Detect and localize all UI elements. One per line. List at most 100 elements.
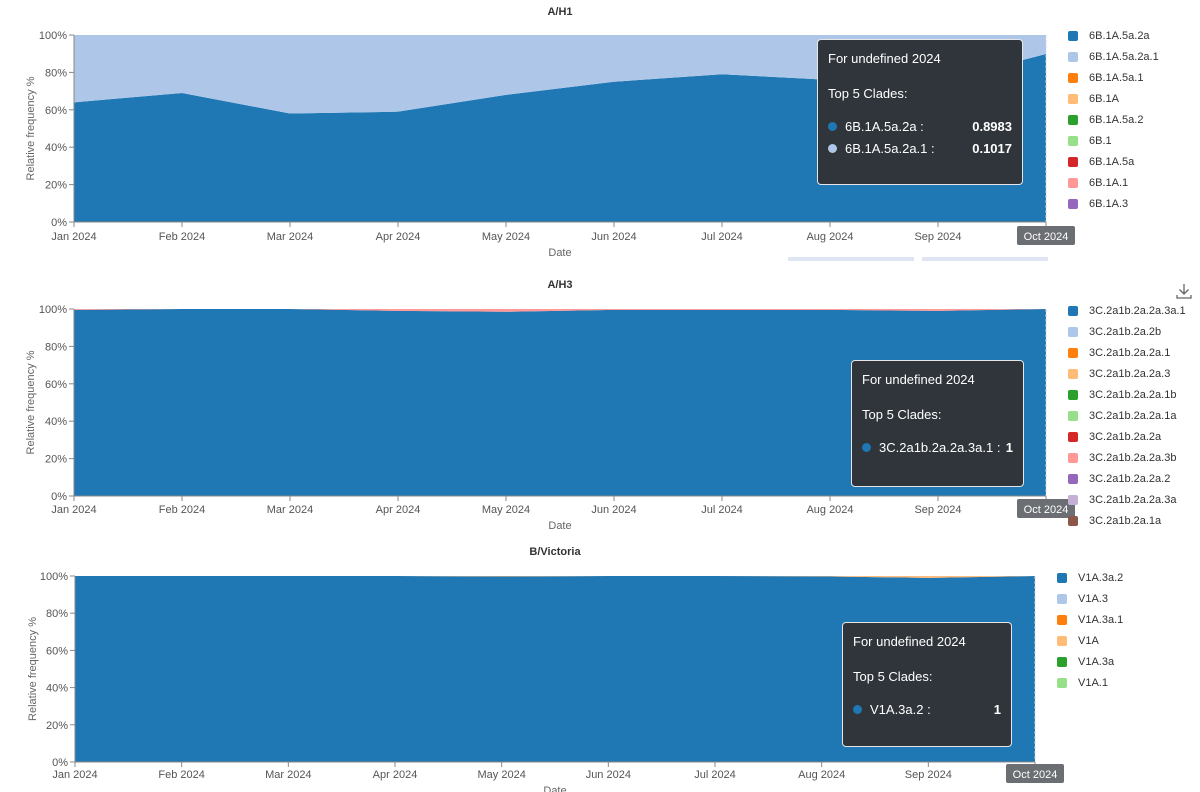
x-tick-label: Oct 2024: [1024, 504, 1069, 516]
legend-label: V1A.3a: [1078, 655, 1115, 668]
legend-swatch: [1057, 635, 1067, 646]
tooltip-name: 3C.2a1b.2a.2a.3a.1 :: [879, 439, 1001, 455]
area-series-6B.1A.5a.2a[interactable]: [74, 54, 1046, 222]
legend-item[interactable]: 6B.1A.1: [1068, 172, 1159, 193]
legend-swatch: [1068, 410, 1078, 421]
legend-item[interactable]: 3C.2a1b.2a.2a.3: [1068, 363, 1186, 384]
legend-item[interactable]: 3C.2a1b.2a.1a: [1068, 510, 1186, 531]
legend-swatch: [1068, 473, 1078, 484]
x-tick-label: Apr 2024: [373, 769, 418, 781]
x-tick-label: Oct 2024: [1024, 231, 1069, 243]
legend-label: 6B.1A.5a.1: [1089, 71, 1144, 84]
tooltip-dot: [862, 442, 871, 452]
area-series-3C.2a1b.2a.2a.3a.1[interactable]: [74, 309, 1046, 496]
tooltip-header: For undefined 2024: [862, 372, 975, 387]
legend-label: 6B.1A.5a.2a.1: [1089, 50, 1159, 63]
legend-item[interactable]: 3C.2a1b.2a.2a.1b: [1068, 384, 1186, 405]
x-tick-highlight-badge: [1017, 226, 1075, 245]
legend-item[interactable]: 6B.1A: [1068, 88, 1159, 109]
legend-item[interactable]: V1A.3: [1057, 588, 1123, 609]
chart-svg-h3[interactable]: 0% 20% 40% 60% 80% 100% Jan 2024 Feb 2024 Mar 20…: [0, 268, 1200, 540]
legend-swatch: [1057, 614, 1067, 625]
download-icon[interactable]: [1175, 282, 1193, 300]
tooltip-row: 6B.1A.5a.2a : 0.8983: [828, 115, 1012, 137]
legend-item[interactable]: V1A.3a.1: [1057, 609, 1123, 630]
legend-item[interactable]: 3C.2a1b.2a.2b: [1068, 321, 1186, 342]
zoom-brush-right[interactable]: [922, 257, 1048, 261]
x-tick-label: Jan 2024: [52, 769, 97, 781]
x-tick-label-highlight: Oct 2024: [1006, 764, 1064, 783]
x-axis-title: Date: [543, 785, 566, 792]
legend-label: 3C.2a1b.2a.2a.3a.1: [1089, 304, 1186, 317]
tooltip-subheader: Top 5 Clades:: [862, 407, 942, 422]
tooltip-value: 0.8983: [972, 118, 1012, 134]
y-tick-label: 20%: [45, 180, 67, 192]
legend-swatch: [1057, 656, 1067, 667]
chart-svg-bvic[interactable]: 0% 20% 40% 60% 80% 100% Jan 2024 Feb 2024 Mar 20…: [0, 540, 1200, 792]
y-tick-label: 20%: [46, 720, 68, 732]
legend-swatch: [1068, 452, 1078, 463]
x-tick-label: Apr 2024: [376, 504, 421, 516]
tooltip-subheader: Top 5 Clades:: [853, 669, 933, 684]
y-axis-title: Relative frequency %: [27, 617, 39, 721]
legend-item[interactable]: 3C.2a1b.2a.2a: [1068, 426, 1186, 447]
y-axis-title: Relative frequency %: [25, 350, 37, 454]
legend-h3: 3C.2a1b.2a.2a.3a.1 3C.2a1b.2a.2b 3C.2a1b.2…: [1068, 300, 1186, 531]
x-tick-label: Jun 2024: [586, 769, 631, 781]
x-tick-label: Jun 2024: [591, 231, 636, 243]
x-tick-label: Jan 2024: [51, 504, 96, 516]
legend-item[interactable]: 6B.1A.5a: [1068, 151, 1159, 172]
x-tick-highlight-badge: [1006, 764, 1064, 783]
y-tick-label: 100%: [39, 304, 67, 316]
tooltip-name: 6B.1A.5a.2a :: [845, 118, 924, 134]
legend-swatch: [1068, 368, 1078, 379]
legend-item[interactable]: V1A.3a: [1057, 651, 1123, 672]
area-series-3C.2a1b.2a.2a.3b[interactable]: [74, 309, 1046, 312]
legend-item[interactable]: V1A.3a.2: [1057, 567, 1123, 588]
legend-swatch: [1068, 177, 1078, 188]
legend-item[interactable]: V1A: [1057, 630, 1123, 651]
tooltip-row: 6B.1A.5a.2a.1 : 0.1017: [828, 137, 1012, 159]
legend-h1: 6B.1A.5a.2a 6B.1A.5a.2a.1 6B.1A.5a.1 6B.1A 6…: [1068, 25, 1159, 214]
x-tick-label: Sep 2024: [914, 231, 961, 243]
y-tick-label: 100%: [39, 30, 67, 42]
legend-label: V1A: [1078, 634, 1099, 647]
legend-swatch: [1068, 305, 1078, 316]
legend-item[interactable]: 6B.1A.5a.2: [1068, 109, 1159, 130]
y-tick-label: 60%: [45, 105, 67, 117]
legend-item[interactable]: 3C.2a1b.2a.2a.1: [1068, 342, 1186, 363]
y-tick-label: 40%: [45, 142, 67, 154]
legend-bvic: V1A.3a.2 V1A.3 V1A.3a.1 V1A V1A.3a V1A.1: [1057, 567, 1123, 693]
tooltip-row: V1A.3a.2 : 1: [853, 698, 1001, 720]
chart-panel-h1: A/H1 0% 20% 40% 60% 80% 100% Jan 2024 Feb 2024 M…: [0, 0, 1200, 268]
area-series-6B.1A.5a.2a.1[interactable]: [74, 35, 1046, 114]
legend-swatch: [1068, 347, 1078, 358]
legend-item[interactable]: 6B.1: [1068, 130, 1159, 151]
tooltip-h1: For undefined 2024 Top 5 Clades: 6B.1A.5…: [817, 39, 1023, 185]
chart-svg-h1[interactable]: 0% 20% 40% 60% 80% 100% Jan 2024 Feb 2024 Mar 20…: [0, 0, 1200, 268]
legend-item[interactable]: 3C.2a1b.2a.2a.3a: [1068, 489, 1186, 510]
x-tick-label: Feb 2024: [159, 504, 205, 516]
legend-item[interactable]: 6B.1A.3: [1068, 193, 1159, 214]
tooltip-value: 1: [1005, 439, 1013, 455]
area-series-V1A.3a.2[interactable]: [75, 576, 1035, 762]
legend-item[interactable]: 6B.1A.5a.2a.1: [1068, 46, 1159, 67]
legend-item[interactable]: 3C.2a1b.2a.2a.1a: [1068, 405, 1186, 426]
legend-label: 6B.1A.1: [1089, 176, 1129, 189]
chart-title: A/H3: [547, 279, 573, 291]
legend-item[interactable]: 3C.2a1b.2a.2a.3b: [1068, 447, 1186, 468]
legend-item[interactable]: 3C.2a1b.2a.2a.3a.1: [1068, 300, 1186, 321]
legend-item[interactable]: 6B.1A.5a.1: [1068, 67, 1159, 88]
legend-swatch: [1068, 431, 1078, 442]
legend-label: 6B.1A.5a: [1089, 155, 1135, 168]
legend-swatch: [1068, 389, 1078, 400]
x-tick-label: Aug 2024: [798, 769, 845, 781]
zoom-brush-left[interactable]: [788, 257, 914, 261]
y-tick-label: 80%: [46, 608, 68, 620]
tooltip-value: 1: [993, 701, 1001, 717]
x-tick-label: Sep 2024: [914, 504, 961, 516]
legend-item[interactable]: 3C.2a1b.2a.2a.2: [1068, 468, 1186, 489]
legend-item[interactable]: 6B.1A.5a.2a: [1068, 25, 1159, 46]
legend-item[interactable]: V1A.1: [1057, 672, 1123, 693]
tooltip-header: For undefined 2024: [828, 51, 941, 66]
